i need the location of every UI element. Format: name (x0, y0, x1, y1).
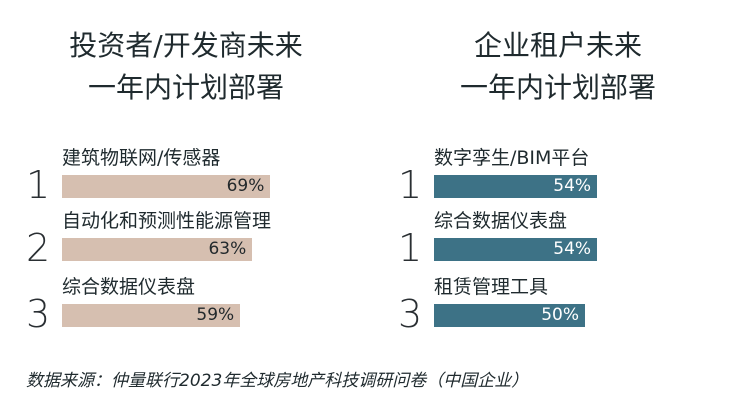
tenant-row-2: 1 综合数据仪表盘 54% (372, 210, 744, 280)
category-label: 综合数据仪表盘 (434, 210, 568, 232)
bar-track: 54% (434, 175, 736, 198)
tenant-row-3: 3 租赁管理工具 50% (372, 276, 744, 346)
tenant-panel-title: 企业租户未来 一年内计划部署 (372, 25, 744, 109)
tenant-row-1: 1 数字孪生/BIM平台 54% (372, 147, 744, 217)
bar: 63% (62, 238, 253, 261)
rank-number: 2 (26, 226, 51, 270)
bar: 54% (434, 238, 598, 261)
tenant-title-line-1: 企业租户未来 (473, 29, 642, 62)
category-label: 综合数据仪表盘 (62, 276, 196, 298)
rank-number: 3 (398, 292, 423, 336)
value-label: 63% (208, 239, 247, 259)
rank-number: 1 (398, 226, 423, 270)
investor-developer-panel: 投资者/开发商未来 一年内计划部署 1 建筑物联网/传感器 69% 2 自动化和… (0, 0, 372, 350)
bar-track: 69% (62, 175, 364, 198)
bar: 69% (62, 175, 271, 198)
source-note: 数据来源：仲量联行2023年全球房地产科技调研问卷（中国企业） (26, 371, 529, 391)
tenant-title-line-2: 一年内计划部署 (459, 71, 656, 104)
investor-row-3: 3 综合数据仪表盘 59% (0, 276, 372, 346)
bar-track: 50% (434, 304, 736, 327)
value-label: 59% (196, 305, 235, 325)
value-label: 69% (226, 176, 265, 196)
bar: 59% (62, 304, 241, 327)
investor-title-line-1: 投资者/开发商未来 (69, 29, 303, 62)
category-label: 建筑物联网/传感器 (62, 147, 221, 169)
corporate-tenant-panel: 企业租户未来 一年内计划部署 1 数字孪生/BIM平台 54% 1 综合数据仪表… (372, 0, 744, 350)
value-label: 54% (553, 176, 592, 196)
rank-number: 3 (26, 292, 51, 336)
investor-panel-title: 投资者/开发商未来 一年内计划部署 (0, 25, 372, 109)
investor-row-2: 2 自动化和预测性能源管理 63% (0, 210, 372, 280)
value-label: 50% (541, 305, 579, 325)
bar-track: 63% (62, 238, 364, 261)
investor-title-line-2: 一年内计划部署 (87, 71, 284, 104)
investor-row-1: 1 建筑物联网/传感器 69% (0, 147, 372, 217)
category-label: 自动化和预测性能源管理 (62, 210, 272, 232)
bar: 54% (434, 175, 598, 198)
bar: 50% (434, 304, 585, 327)
bar-track: 54% (434, 238, 736, 261)
category-label: 租赁管理工具 (434, 276, 549, 298)
bar-track: 59% (62, 304, 364, 327)
category-label: 数字孪生/BIM平台 (434, 147, 590, 169)
value-label: 54% (553, 239, 592, 259)
rank-number: 1 (26, 163, 51, 207)
rank-number: 1 (398, 163, 423, 207)
